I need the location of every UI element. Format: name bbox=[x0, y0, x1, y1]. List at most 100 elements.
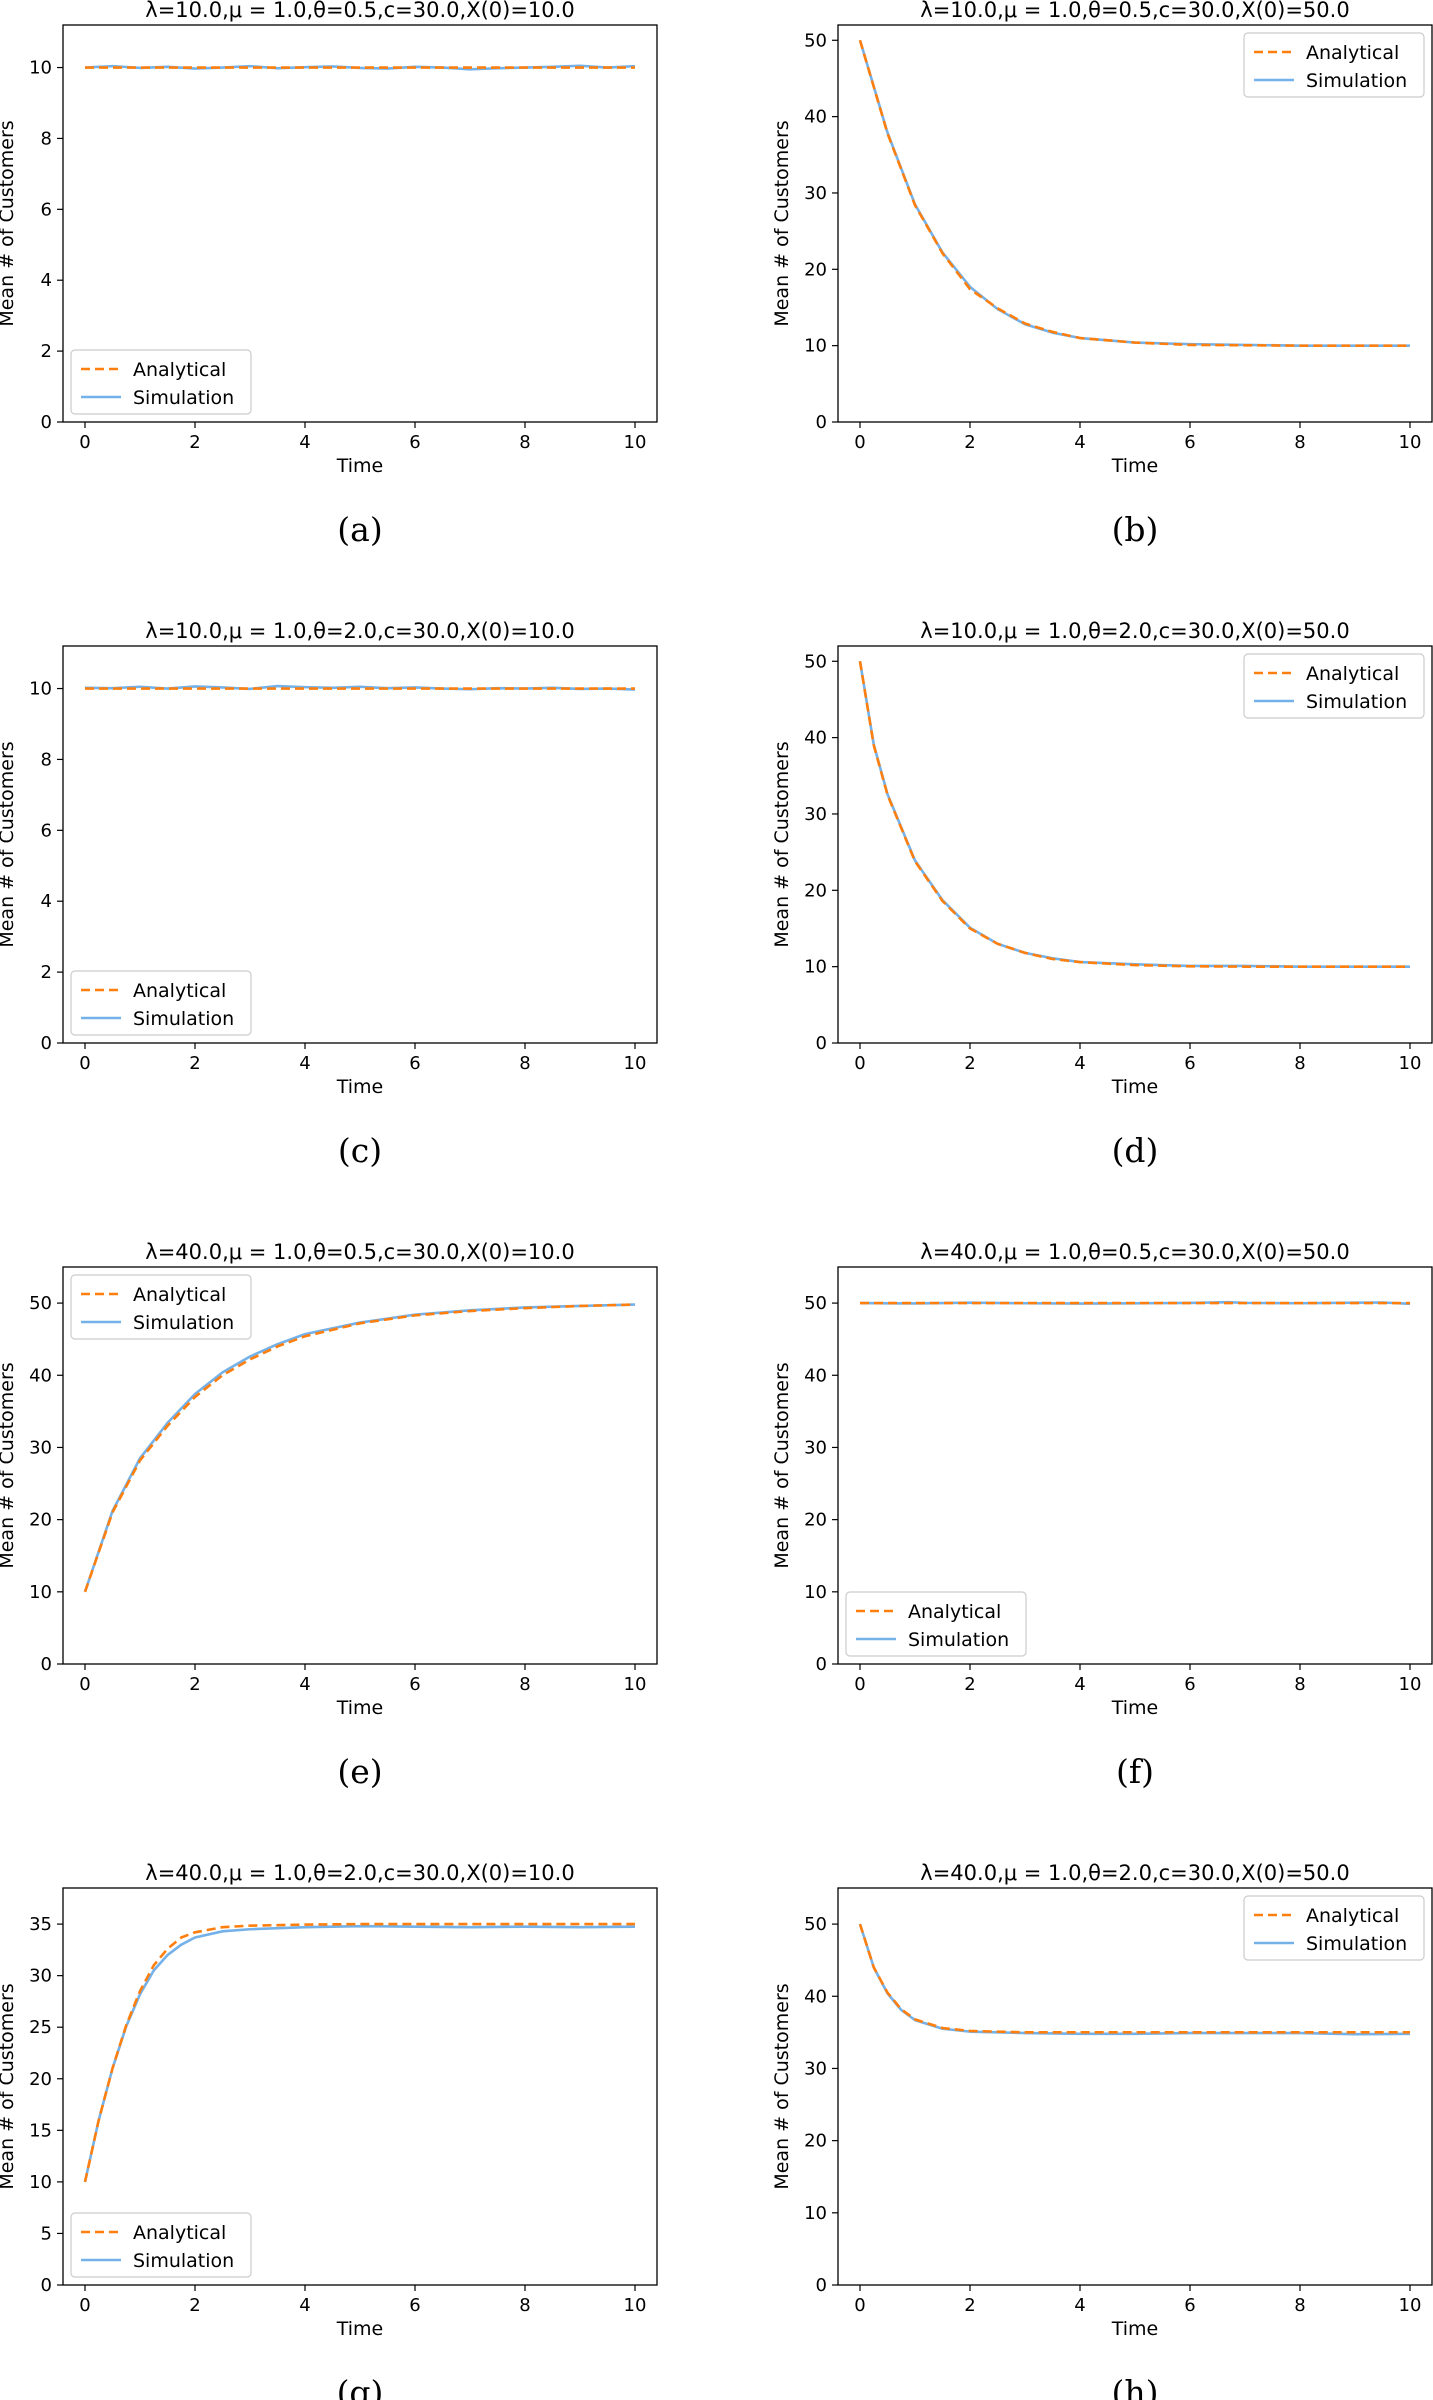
y-axis-label: Mean # of Customers bbox=[0, 120, 18, 326]
x-tick-label: 2 bbox=[189, 432, 200, 453]
x-tick-label: 10 bbox=[1399, 1674, 1422, 1695]
simulation-series-line bbox=[83, 1924, 636, 2183]
x-tick-label: 6 bbox=[1184, 1053, 1195, 1074]
y-tick-label: 20 bbox=[29, 2069, 52, 2090]
x-axis-label: Time bbox=[1111, 1076, 1159, 1098]
legend: Analytical Simulation bbox=[1243, 32, 1425, 98]
legend-entry-label: Simulation bbox=[1306, 691, 1407, 713]
legend-entry-label: Analytical bbox=[908, 1601, 1001, 1623]
x-tick-label: 6 bbox=[409, 2295, 420, 2316]
y-axis-label: Mean # of Customers bbox=[0, 1983, 18, 2189]
y-tick-label: 0 bbox=[41, 1654, 52, 1675]
y-tick-label: 30 bbox=[804, 2058, 827, 2079]
chart-panel: λ=40.0,μ = 1.0,θ=2.0,c=30.0,X(0)=10.0 0 2 4… bbox=[0, 1861, 658, 2400]
legend: Analytical Simulation bbox=[845, 1591, 1027, 1657]
y-tick-label: 40 bbox=[804, 107, 827, 128]
y-tick-label: 5 bbox=[41, 2223, 52, 2244]
analytical-series-line bbox=[83, 1303, 636, 1593]
x-axis-label: Time bbox=[1111, 455, 1159, 477]
y-tick-label: 40 bbox=[804, 1365, 827, 1386]
x-tick-label: 6 bbox=[1184, 2295, 1195, 2316]
chart-panel: λ=40.0,μ = 1.0,θ=2.0,c=30.0,X(0)=50.0 0 2 4… bbox=[771, 1861, 1433, 2400]
y-tick-label: 30 bbox=[29, 1966, 52, 1987]
y-tick-label: 15 bbox=[29, 2120, 52, 2141]
x-tick-label: 2 bbox=[964, 1674, 975, 1695]
y-tick-label: 50 bbox=[804, 30, 827, 51]
x-tick-label: 6 bbox=[409, 1053, 420, 1074]
y-tick-label: 20 bbox=[804, 1510, 827, 1531]
y-tick-label: 10 bbox=[804, 1582, 827, 1603]
panel-caption: (a) bbox=[337, 510, 382, 549]
analytical-series-line bbox=[858, 39, 1410, 347]
x-tick-label: 0 bbox=[79, 1674, 90, 1695]
panel-caption: (c) bbox=[338, 1131, 382, 1170]
legend-entry-label: Simulation bbox=[908, 1629, 1009, 1651]
x-tick-label: 0 bbox=[854, 2295, 865, 2316]
x-tick-label: 8 bbox=[1294, 432, 1305, 453]
y-tick-label: 4 bbox=[41, 891, 52, 912]
y-axis-label: Mean # of Customers bbox=[771, 741, 793, 947]
y-tick-label: 50 bbox=[804, 651, 827, 672]
x-tick-label: 8 bbox=[519, 2295, 530, 2316]
y-tick-label: 10 bbox=[804, 336, 827, 357]
y-tick-label: 10 bbox=[29, 1582, 52, 1603]
chart-panel: λ=40.0,μ = 1.0,θ=0.5,c=30.0,X(0)=50.0 0 2 4… bbox=[771, 1240, 1433, 1791]
x-tick-label: 0 bbox=[79, 1053, 90, 1074]
x-axis-label: Time bbox=[1111, 2318, 1159, 2340]
x-tick-label: 6 bbox=[409, 1674, 420, 1695]
y-tick-label: 30 bbox=[804, 183, 827, 204]
y-tick-label: 10 bbox=[29, 679, 52, 700]
x-tick-label: 4 bbox=[299, 1053, 310, 1074]
y-tick-label: 40 bbox=[804, 728, 827, 749]
y-tick-label: 0 bbox=[816, 1654, 827, 1675]
y-tick-label: 2 bbox=[41, 962, 52, 983]
y-tick-label: 10 bbox=[804, 2203, 827, 2224]
analytical-series-line bbox=[858, 661, 1410, 968]
y-tick-label: 0 bbox=[41, 2275, 52, 2296]
legend: Analytical Simulation bbox=[70, 970, 252, 1036]
y-tick-label: 35 bbox=[29, 1914, 52, 1935]
panel-caption: (f) bbox=[1116, 1752, 1154, 1791]
legend-entry-label: Simulation bbox=[133, 2250, 234, 2272]
x-tick-label: 0 bbox=[79, 432, 90, 453]
y-axis-label: Mean # of Customers bbox=[0, 1362, 18, 1568]
legend-entry-label: Analytical bbox=[1306, 663, 1399, 685]
chart-panel: λ=10.0,μ = 1.0,θ=0.5,c=30.0,X(0)=10.0 0 2 4… bbox=[0, 0, 658, 549]
x-tick-label: 6 bbox=[409, 432, 420, 453]
x-tick-label: 10 bbox=[624, 1053, 647, 1074]
legend-entry-label: Simulation bbox=[133, 1312, 234, 1334]
plot-frame bbox=[62, 1887, 658, 2286]
y-tick-label: 40 bbox=[29, 1365, 52, 1386]
y-axis-label: Mean # of Customers bbox=[771, 1362, 793, 1568]
x-tick-label: 0 bbox=[854, 432, 865, 453]
y-tick-label: 10 bbox=[29, 58, 52, 79]
y-tick-label: 0 bbox=[816, 2275, 827, 2296]
y-tick-label: 20 bbox=[804, 2131, 827, 2152]
x-tick-label: 10 bbox=[624, 1674, 647, 1695]
x-tick-label: 4 bbox=[299, 432, 310, 453]
y-axis-label: Mean # of Customers bbox=[0, 741, 18, 947]
legend-entry-label: Simulation bbox=[1306, 70, 1407, 92]
legend: Analytical Simulation bbox=[1243, 1895, 1425, 1961]
panel-caption: (e) bbox=[337, 1752, 382, 1791]
x-tick-label: 10 bbox=[1399, 432, 1422, 453]
x-tick-label: 4 bbox=[299, 1674, 310, 1695]
x-tick-label: 4 bbox=[1074, 2295, 1085, 2316]
plot-frame bbox=[837, 645, 1433, 1044]
chart-title: λ=10.0,μ = 1.0,θ=0.5,c=30.0,X(0)=10.0 bbox=[145, 0, 574, 22]
y-tick-label: 20 bbox=[29, 1510, 52, 1531]
y-tick-label: 8 bbox=[41, 749, 52, 770]
x-tick-label: 8 bbox=[519, 432, 530, 453]
x-tick-label: 4 bbox=[1074, 1053, 1085, 1074]
x-axis-label: Time bbox=[336, 1697, 384, 1719]
panel-caption: (h) bbox=[1111, 2373, 1158, 2400]
chart-panel: λ=10.0,μ = 1.0,θ=2.0,c=30.0,X(0)=50.0 0 2 4… bbox=[771, 619, 1433, 1170]
legend-entry-label: Analytical bbox=[1306, 1905, 1399, 1927]
x-tick-label: 8 bbox=[519, 1674, 530, 1695]
chart-title: λ=40.0,μ = 1.0,θ=0.5,c=30.0,X(0)=50.0 bbox=[920, 1240, 1349, 1264]
x-tick-label: 2 bbox=[964, 2295, 975, 2316]
y-axis-label: Mean # of Customers bbox=[771, 1983, 793, 2189]
legend-entry-label: Simulation bbox=[1306, 1933, 1407, 1955]
x-tick-label: 2 bbox=[189, 1053, 200, 1074]
x-tick-label: 10 bbox=[1399, 2295, 1422, 2316]
